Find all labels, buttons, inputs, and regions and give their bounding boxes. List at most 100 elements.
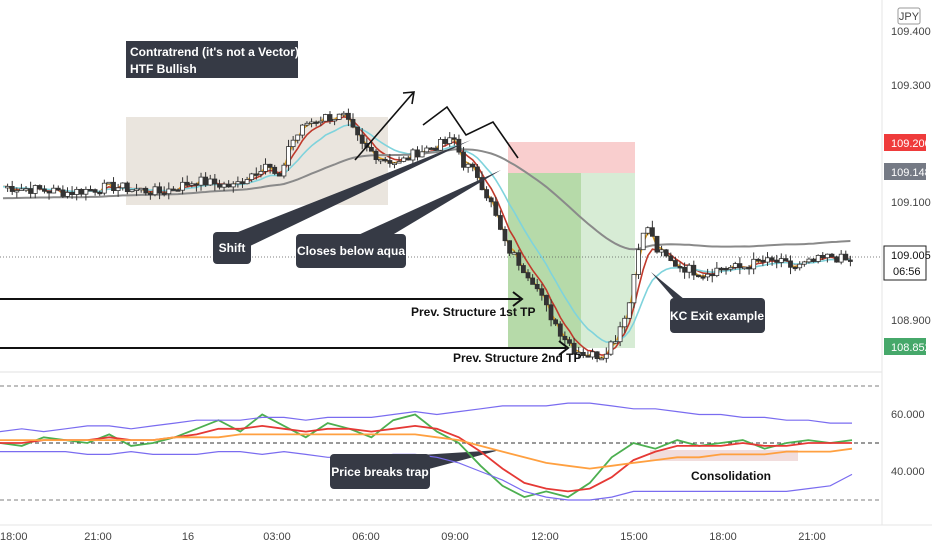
candle — [60, 185, 66, 199]
candle — [668, 252, 674, 262]
candle — [544, 294, 549, 312]
candle — [521, 263, 526, 274]
kc-exit-label: KC Exit example — [670, 309, 764, 323]
candle — [746, 264, 752, 275]
candle — [783, 254, 789, 262]
candle — [631, 274, 637, 309]
candle — [267, 163, 273, 174]
candle — [737, 257, 743, 275]
candle — [442, 136, 448, 146]
shift-pointer — [238, 140, 471, 246]
x-tick-7: 12:00 — [531, 531, 559, 543]
x-tick-6: 09:00 — [441, 531, 469, 543]
candle — [742, 266, 747, 270]
candle — [709, 268, 715, 283]
candle — [415, 146, 420, 161]
candle — [848, 255, 853, 267]
osc-tick-1: 60.000 — [891, 409, 925, 421]
candle — [198, 172, 204, 191]
candle — [129, 189, 135, 193]
candle — [654, 235, 660, 254]
candle — [433, 145, 439, 152]
candle — [193, 182, 199, 192]
candle — [410, 148, 416, 164]
candle — [180, 177, 186, 195]
candle — [74, 186, 80, 201]
candle — [682, 262, 687, 279]
oscillator-series-line — [0, 413, 853, 499]
candle — [562, 331, 568, 346]
candle — [161, 186, 167, 197]
candle — [184, 175, 190, 188]
candle — [157, 182, 163, 200]
x-tick-2: 21:00 — [84, 531, 112, 543]
price-breaks-pointer — [420, 450, 500, 470]
candle — [147, 191, 153, 200]
candle — [516, 249, 522, 271]
candle — [792, 266, 798, 272]
consolidation-label: Consolidation — [691, 469, 771, 483]
candle — [55, 185, 61, 192]
candle — [276, 171, 282, 177]
candle — [290, 135, 296, 151]
candle — [318, 116, 324, 126]
candle — [286, 139, 291, 171]
candle — [166, 182, 172, 200]
candle — [502, 226, 508, 247]
candle — [580, 348, 586, 359]
target-price-label: 108.852 — [891, 342, 931, 354]
candle — [299, 123, 305, 139]
candle — [207, 174, 213, 186]
candle — [820, 252, 826, 261]
structure-2-label: Prev. Structure 2nd TP — [453, 351, 581, 365]
candle — [78, 188, 84, 197]
candle — [111, 177, 116, 194]
candle — [447, 132, 453, 147]
candle — [691, 260, 697, 280]
y-tick-2: 109.300 — [891, 80, 931, 92]
candle — [700, 274, 706, 281]
candle — [613, 335, 618, 344]
candle — [608, 340, 614, 356]
candle — [755, 257, 761, 263]
candle — [295, 134, 301, 144]
shift-callout — [213, 232, 251, 264]
candle — [760, 255, 766, 266]
moving-average-line — [2, 148, 851, 251]
candle — [170, 186, 176, 191]
candle — [392, 162, 397, 169]
candle — [645, 226, 651, 236]
candle — [599, 356, 605, 361]
candle — [493, 197, 499, 217]
currency-badge[interactable] — [897, 7, 921, 25]
candle — [69, 186, 75, 199]
candle — [801, 260, 807, 267]
impulse-arrow — [354, 92, 414, 161]
candle — [751, 252, 757, 275]
candle — [152, 183, 158, 197]
candle — [263, 158, 268, 175]
trap-structure — [422, 105, 519, 159]
entry-price-label: 109.148 — [891, 167, 931, 179]
candle — [438, 137, 443, 151]
current-price-label: 109.005 — [891, 250, 931, 262]
impulse-arrowhead — [402, 91, 415, 105]
candle — [788, 255, 793, 275]
structure-1-label: Prev. Structure 1st TP — [411, 305, 536, 319]
x-tick-5: 06:00 — [352, 531, 380, 543]
shift-label: Shift — [219, 241, 246, 255]
stop-price-badge — [884, 134, 926, 151]
structure-arrow-1 — [0, 291, 524, 307]
candle — [350, 113, 356, 129]
closes-below-pointer — [356, 170, 501, 246]
candle — [23, 186, 29, 193]
candle — [525, 269, 531, 282]
candle — [834, 255, 839, 263]
candle — [811, 257, 816, 263]
candle — [539, 283, 545, 301]
title-line-1: Contratrend (it's not a Vector) — [130, 45, 299, 59]
entry-price-badge — [884, 163, 926, 180]
candle — [46, 190, 52, 200]
target-price-badge — [884, 338, 926, 355]
